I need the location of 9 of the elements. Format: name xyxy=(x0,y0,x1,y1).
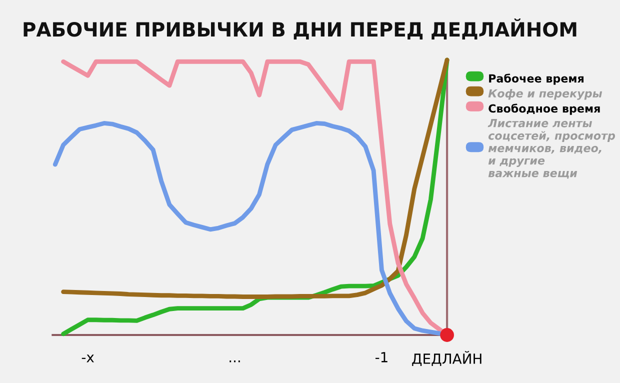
chart-title: РАБОЧИЕ ПРИВЫЧКИ В ДНИ ПЕРЕД ДЕДЛАЙНОМ xyxy=(24,18,576,40)
x-tick-label: ДЕДЛАЙН xyxy=(412,350,482,366)
x-tick-label: ... xyxy=(230,360,240,362)
legend-label: Рабочее время xyxy=(489,74,584,85)
x-tick-label: -1 xyxy=(375,352,388,362)
legend-label: Кофе и перекуры xyxy=(488,88,602,100)
x-tick-label: -x xyxy=(82,354,94,362)
legend-label: Листание ленты соцсетей, просмотр мемчиков, видео, и другие важные вещи xyxy=(488,119,616,179)
legend-label: Свободное время xyxy=(488,104,600,115)
